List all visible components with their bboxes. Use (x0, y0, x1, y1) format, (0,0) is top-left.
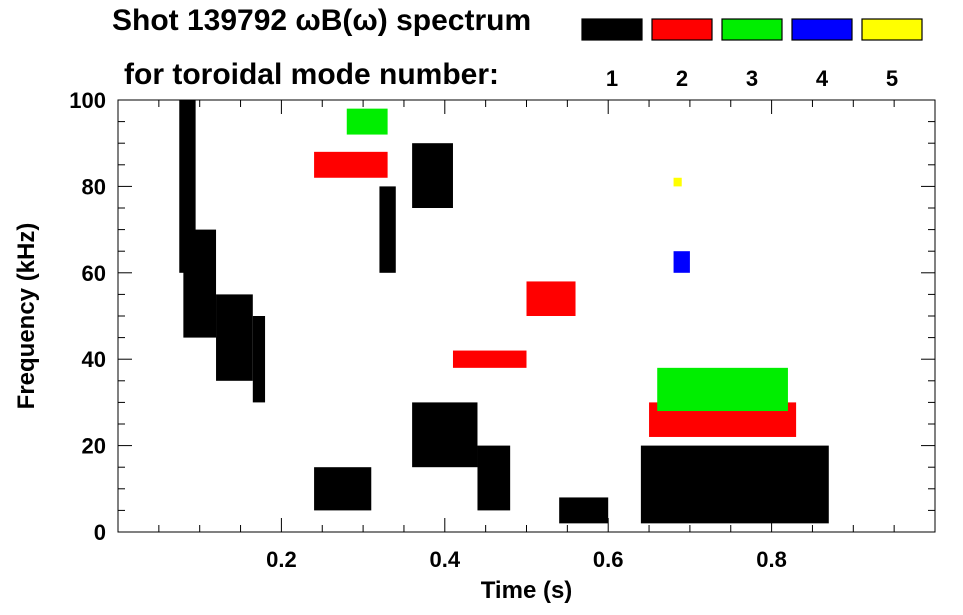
spectral-region-mode-1 (379, 186, 396, 273)
legend-label-mode-3: 3 (746, 66, 758, 91)
legend-label-mode-5: 5 (886, 66, 898, 91)
legend-label-mode-4: 4 (816, 66, 829, 91)
y-tick-label: 0 (94, 520, 106, 545)
y-axis-label: Frequency (kHz) (13, 223, 40, 410)
spectral-region-mode-1 (412, 402, 478, 468)
spectral-region-mode-1 (477, 445, 511, 511)
chart-title: Shot 139792 ωB(ω) spectrum (112, 4, 532, 37)
spectral-region-mode-2 (452, 350, 527, 368)
legend-swatch-mode-5 (861, 18, 923, 41)
legend-swatch-mode-1 (581, 18, 643, 41)
spectral-region-mode-2 (314, 151, 388, 178)
legend: 1 2 3 4 5 (581, 18, 923, 91)
spectrogram-data (179, 100, 829, 524)
spectral-region-mode-1 (183, 229, 217, 338)
spectral-region-mode-5 (673, 177, 682, 187)
y-tick-label: 40 (82, 347, 106, 372)
spectral-region-mode-3 (657, 367, 788, 412)
axes: 0.2 0.4 0.6 0.8 0 20 40 60 80 100 Time (s) Frequenc… (13, 88, 936, 604)
spectral-region-mode-1 (412, 143, 453, 208)
spectral-region-mode-1 (640, 445, 829, 524)
chart-subtitle: for toroidal mode number: (124, 58, 499, 91)
legend-swatch-mode-3 (721, 18, 783, 41)
legend-label-mode-1: 1 (606, 66, 618, 91)
spectral-region-mode-1 (252, 316, 266, 403)
spectral-region-mode-4 (673, 251, 690, 273)
x-tick-label: 0.6 (593, 547, 624, 572)
spectral-region-mode-1 (179, 100, 196, 273)
x-tick-label: 0.4 (430, 547, 461, 572)
spectral-region-mode-1 (559, 497, 609, 524)
spectral-region-mode-2 (526, 281, 576, 316)
spectral-region-mode-3 (346, 108, 388, 135)
spectral-region-mode-1 (314, 467, 372, 511)
x-tick-label: 0.2 (266, 547, 297, 572)
y-tick-label: 80 (82, 174, 106, 199)
y-tick-label: 100 (69, 88, 106, 113)
y-tick-label: 60 (82, 261, 106, 286)
x-tick-label: 0.8 (756, 547, 787, 572)
legend-swatch-mode-2 (651, 18, 713, 41)
legend-label-mode-2: 2 (676, 66, 688, 91)
spectral-region-mode-1 (216, 294, 253, 381)
x-axis-label: Time (s) (481, 577, 573, 604)
y-tick-label: 20 (82, 434, 106, 459)
legend-swatch-mode-4 (791, 18, 853, 41)
